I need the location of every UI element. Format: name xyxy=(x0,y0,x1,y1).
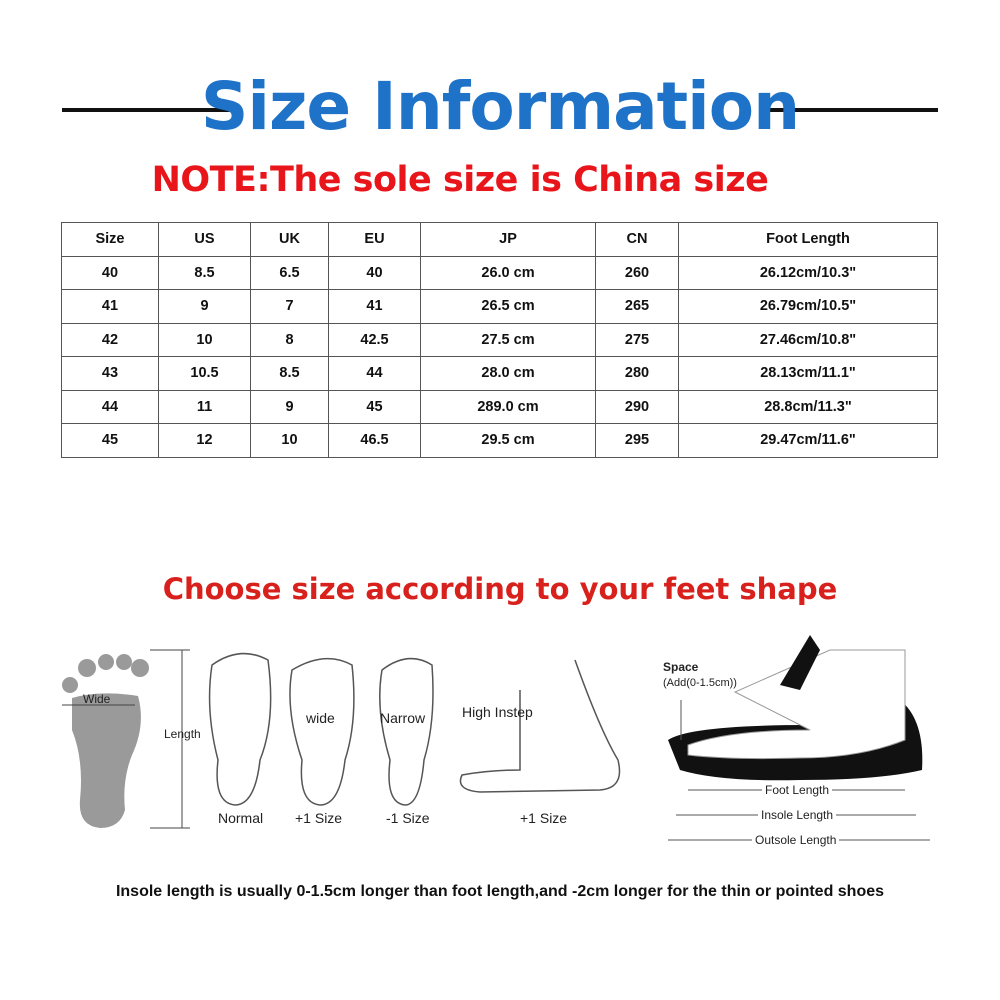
table-cell: 295 xyxy=(595,423,679,458)
plus-one-size-label: +1 Size xyxy=(295,810,343,826)
table-cell: 12 xyxy=(158,423,251,458)
table-cell: 27.46cm/10.8" xyxy=(678,322,938,357)
feet-shape-subtitle: Choose size according to your feet shape xyxy=(162,572,838,606)
space-add-label: (Add(0-1.5cm)) xyxy=(663,677,737,689)
table-cell: 10 xyxy=(158,322,251,357)
table-cell: 6.5 xyxy=(250,255,329,290)
table-cell: 42.5 xyxy=(328,322,421,357)
table-cell: 9 xyxy=(158,289,251,324)
wide-foot-icon xyxy=(289,657,355,806)
table-cell: 26.0 cm xyxy=(420,255,596,290)
minus-one-size-label: -1 Size xyxy=(386,810,430,826)
header-cell: JP xyxy=(420,222,596,257)
table-cell: 45 xyxy=(328,389,421,424)
table-cell: 41 xyxy=(61,289,159,324)
outsole-length-label: Outsole Length xyxy=(752,833,840,847)
wide-label: Wide xyxy=(83,692,111,706)
table-cell: 45 xyxy=(61,423,159,458)
table-cell: 8.5 xyxy=(158,255,251,290)
table-cell: 289.0 cm xyxy=(420,389,596,424)
table-cell: 29.47cm/11.6" xyxy=(678,423,938,458)
table-cell: 10.5 xyxy=(158,356,251,391)
page-title: Size Information xyxy=(200,68,800,145)
table-cell: 7 xyxy=(250,289,329,324)
table-cell: 280 xyxy=(595,356,679,391)
table-cell: 28.13cm/11.1" xyxy=(678,356,938,391)
table-row: 44 11 9 45 289.0 cm 290 28.8cm/11.3" xyxy=(61,389,938,424)
table-cell: 44 xyxy=(328,356,421,391)
table-cell: 26.79cm/10.5" xyxy=(678,289,938,324)
title-rule-left xyxy=(62,108,230,112)
header-cell: UK xyxy=(250,222,329,257)
table-cell: 43 xyxy=(61,356,159,391)
table-row: 42 10 8 42.5 27.5 cm 275 27.46cm/10.8" xyxy=(61,322,938,357)
table-cell: 40 xyxy=(61,255,159,290)
normal-foot-icon xyxy=(208,652,272,806)
instep-plus-one-label: +1 Size xyxy=(520,810,568,826)
space-label: Space xyxy=(663,660,699,674)
table-cell: 28.8cm/11.3" xyxy=(678,389,938,424)
shoe-cross-section-icon xyxy=(668,635,923,781)
header-cell: Size xyxy=(61,222,159,257)
table-cell: 28.0 cm xyxy=(420,356,596,391)
table-cell: 11 xyxy=(158,389,251,424)
insole-length-label: Insole Length xyxy=(758,808,837,822)
table-cell: 10 xyxy=(250,423,329,458)
high-instep-foot-icon xyxy=(459,659,621,793)
table-cell: 9 xyxy=(250,389,329,424)
table-cell: 27.5 cm xyxy=(420,322,596,357)
table-cell: 40 xyxy=(328,255,421,290)
insole-footnote: Insole length is usually 0-1.5cm longer … xyxy=(115,883,885,900)
table-cell: 46.5 xyxy=(328,423,421,458)
table-cell: 41 xyxy=(328,289,421,324)
table-row: 40 8.5 6.5 40 26.0 cm 260 26.12cm/10.3" xyxy=(61,255,938,290)
table-cell: 42 xyxy=(61,322,159,357)
header-cell: US xyxy=(158,222,251,257)
header-cell: CN xyxy=(595,222,679,257)
china-size-note: NOTE:The sole size is China size xyxy=(151,160,769,200)
table-row: 45 12 10 46.5 29.5 cm 295 29.47cm/11.6" xyxy=(61,423,938,458)
feet-diagram xyxy=(62,635,930,841)
table-cell: 260 xyxy=(595,255,679,290)
table-cell: 29.5 cm xyxy=(420,423,596,458)
table-header-row: Size US UK EU JP CN Foot Length xyxy=(61,222,938,257)
wide-foot-label: wide xyxy=(306,710,335,726)
high-instep-label: High Instep xyxy=(462,704,533,720)
gray-foot-icon xyxy=(62,654,149,828)
size-table: Size US UK EU JP CN Foot Length 40 8.5 6.5… xyxy=(61,222,938,458)
table-cell: 290 xyxy=(595,389,679,424)
length-label: Length xyxy=(164,727,201,741)
table-row: 43 10.5 8.5 44 28.0 cm 280 28.13cm/11.1" xyxy=(61,356,938,391)
table-row: 41 9 7 41 26.5 cm 265 26.79cm/10.5" xyxy=(61,289,938,324)
table-cell: 44 xyxy=(61,389,159,424)
narrow-label: Narrow xyxy=(380,710,426,726)
header-cell: EU xyxy=(328,222,421,257)
title-rule-right xyxy=(770,108,938,112)
table-cell: 8.5 xyxy=(250,356,329,391)
foot-outlines xyxy=(208,652,621,806)
foot-length-label: Foot Length xyxy=(762,783,833,797)
table-cell: 26.12cm/10.3" xyxy=(678,255,938,290)
normal-label: Normal xyxy=(218,810,264,826)
narrow-foot-icon xyxy=(379,657,434,806)
table-cell: 8 xyxy=(250,322,329,357)
table-cell: 265 xyxy=(595,289,679,324)
table-cell: 275 xyxy=(595,322,679,357)
header-cell: Foot Length xyxy=(678,222,938,257)
table-cell: 26.5 cm xyxy=(420,289,596,324)
